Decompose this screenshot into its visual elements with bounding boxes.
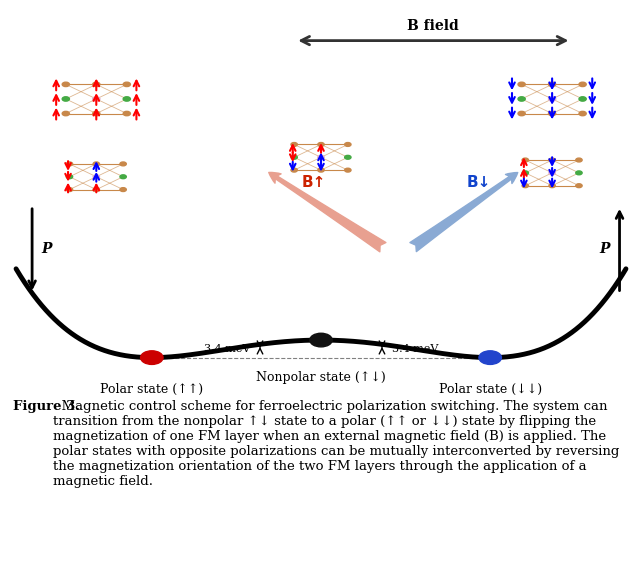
Text: Magnetic control scheme for ferroelectric polarization switching. The system can: Magnetic control scheme for ferroelectri…: [53, 400, 620, 488]
Circle shape: [318, 168, 324, 172]
Circle shape: [318, 156, 324, 159]
Circle shape: [120, 175, 126, 178]
Circle shape: [92, 82, 100, 86]
Circle shape: [579, 82, 586, 86]
Circle shape: [93, 175, 100, 178]
Circle shape: [522, 171, 528, 175]
Circle shape: [549, 184, 555, 188]
Text: 3.4 meV: 3.4 meV: [392, 344, 438, 354]
Circle shape: [548, 112, 556, 116]
Circle shape: [93, 162, 100, 166]
Circle shape: [318, 142, 324, 146]
Circle shape: [579, 112, 586, 116]
Circle shape: [576, 184, 582, 188]
Circle shape: [92, 112, 100, 116]
Circle shape: [518, 97, 525, 101]
Text: Polar state (↓↓): Polar state (↓↓): [438, 383, 542, 396]
Circle shape: [123, 112, 130, 116]
Circle shape: [62, 97, 69, 101]
Circle shape: [66, 162, 73, 166]
Circle shape: [345, 142, 351, 146]
Circle shape: [141, 351, 163, 364]
Text: Nonpolar state (↑↓): Nonpolar state (↑↓): [256, 371, 386, 384]
Circle shape: [579, 97, 586, 101]
Circle shape: [576, 158, 582, 162]
Circle shape: [549, 158, 555, 162]
Circle shape: [291, 156, 297, 159]
Circle shape: [66, 188, 73, 192]
Circle shape: [522, 158, 528, 162]
Circle shape: [548, 82, 556, 86]
Circle shape: [291, 142, 297, 146]
Text: Figure 3.: Figure 3.: [13, 400, 80, 414]
Circle shape: [62, 82, 69, 86]
Text: 3.4 meV: 3.4 meV: [204, 344, 250, 354]
Circle shape: [62, 112, 69, 116]
Circle shape: [479, 351, 501, 364]
Circle shape: [93, 188, 100, 192]
Circle shape: [123, 97, 130, 101]
Text: B↑: B↑: [302, 175, 326, 190]
Circle shape: [120, 188, 126, 192]
Circle shape: [518, 112, 525, 116]
Text: P: P: [600, 242, 610, 256]
Circle shape: [549, 171, 555, 175]
Text: Polar state (↑↑): Polar state (↑↑): [100, 383, 204, 396]
Text: P: P: [42, 242, 52, 256]
Text: B↓: B↓: [467, 175, 491, 190]
Circle shape: [345, 156, 351, 159]
Circle shape: [576, 171, 582, 175]
Circle shape: [120, 162, 126, 166]
Circle shape: [548, 97, 556, 101]
Circle shape: [291, 168, 297, 172]
Text: B field: B field: [408, 19, 459, 33]
Circle shape: [66, 175, 73, 178]
Circle shape: [522, 184, 528, 188]
Circle shape: [92, 97, 100, 101]
Circle shape: [345, 168, 351, 172]
Circle shape: [518, 82, 525, 86]
Circle shape: [123, 82, 130, 86]
Circle shape: [309, 333, 333, 347]
